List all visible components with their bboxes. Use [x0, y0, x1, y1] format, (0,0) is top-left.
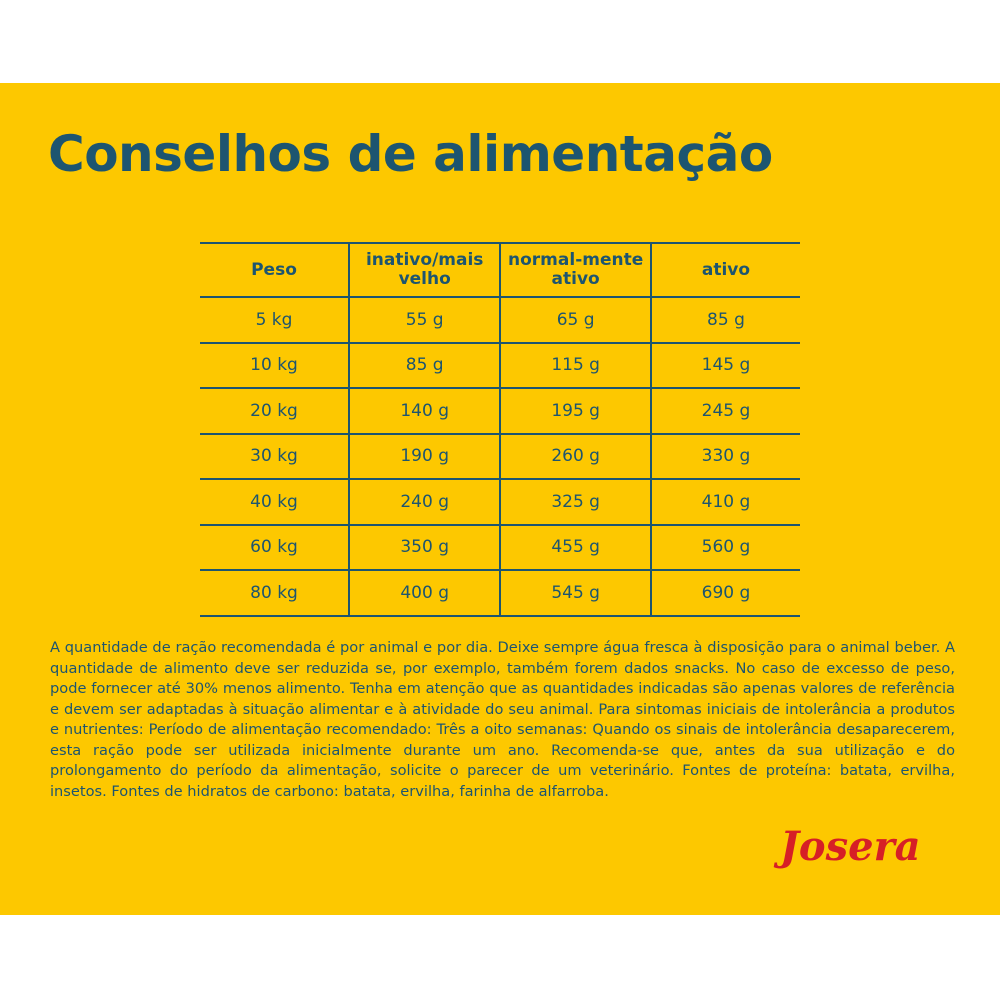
table-cell: 410 g: [649, 478, 800, 526]
column-header: Peso: [200, 242, 349, 298]
table-cell: 5 kg: [200, 296, 349, 344]
table-cell: 240 g: [347, 478, 501, 526]
table-row: 60 kg 350 g 455 g 560 g: [200, 523, 800, 571]
title: Conselhos de alimentação: [48, 125, 773, 183]
table-cell: 85 g: [649, 296, 800, 344]
table-row: 80 kg 400 g 545 g 690 g: [200, 569, 800, 617]
table-cell: 325 g: [499, 478, 651, 526]
table-cell: 560 g: [649, 523, 800, 571]
table-cell: 455 g: [499, 523, 651, 571]
table-row: 5 kg 55 g 65 g 85 g: [200, 296, 800, 344]
note: A quantidade de ração recomendada é por …: [50, 639, 955, 800]
column-header: normal-mente ativo: [499, 242, 651, 298]
table-cell: 330 g: [649, 432, 800, 480]
table-cell: 195 g: [499, 387, 651, 435]
table-row: 30 kg 190 g 260 g 330 g: [200, 432, 800, 480]
header-row: Peso inativo/mais velho normal-mente ativo…: [200, 242, 800, 298]
table-cell: 190 g: [347, 432, 501, 480]
panel: Conselhos de alimentação Peso inativo/mai…: [0, 83, 1000, 915]
table-cell: 690 g: [649, 569, 800, 617]
table-cell: 80 kg: [200, 569, 349, 617]
logo: Josera: [780, 823, 921, 870]
table-cell: 545 g: [499, 569, 651, 617]
table-body: 5 kg 55 g 65 g 85 g 10 kg 85 g 115 g 145 g 20 kg…: [200, 296, 800, 617]
table-cell: 55 g: [347, 296, 501, 344]
table-row: 10 kg 85 g 115 g 145 g: [200, 341, 800, 389]
table-cell: 140 g: [347, 387, 501, 435]
table-cell: 145 g: [649, 341, 800, 389]
table-row: 40 kg 240 g 325 g 410 g: [200, 478, 800, 526]
table-row: 20 kg 140 g 195 g 245 g: [200, 387, 800, 435]
column-header: ativo: [649, 242, 800, 298]
table-cell: 245 g: [649, 387, 800, 435]
table-cell: 115 g: [499, 341, 651, 389]
table-cell: 85 g: [347, 341, 501, 389]
table-cell: 20 kg: [200, 387, 349, 435]
table-cell: 10 kg: [200, 341, 349, 389]
table-cell: 350 g: [347, 523, 501, 571]
table-cell: 30 kg: [200, 432, 349, 480]
table-cell: 60 kg: [200, 523, 349, 571]
table-cell: 65 g: [499, 296, 651, 344]
table-cell: 400 g: [347, 569, 501, 617]
feeding-table: Peso inativo/mais velho normal-mente ativo…: [200, 242, 800, 617]
table-cell: 260 g: [499, 432, 651, 480]
column-header: inativo/mais velho: [347, 242, 501, 298]
table-cell: 40 kg: [200, 478, 349, 526]
